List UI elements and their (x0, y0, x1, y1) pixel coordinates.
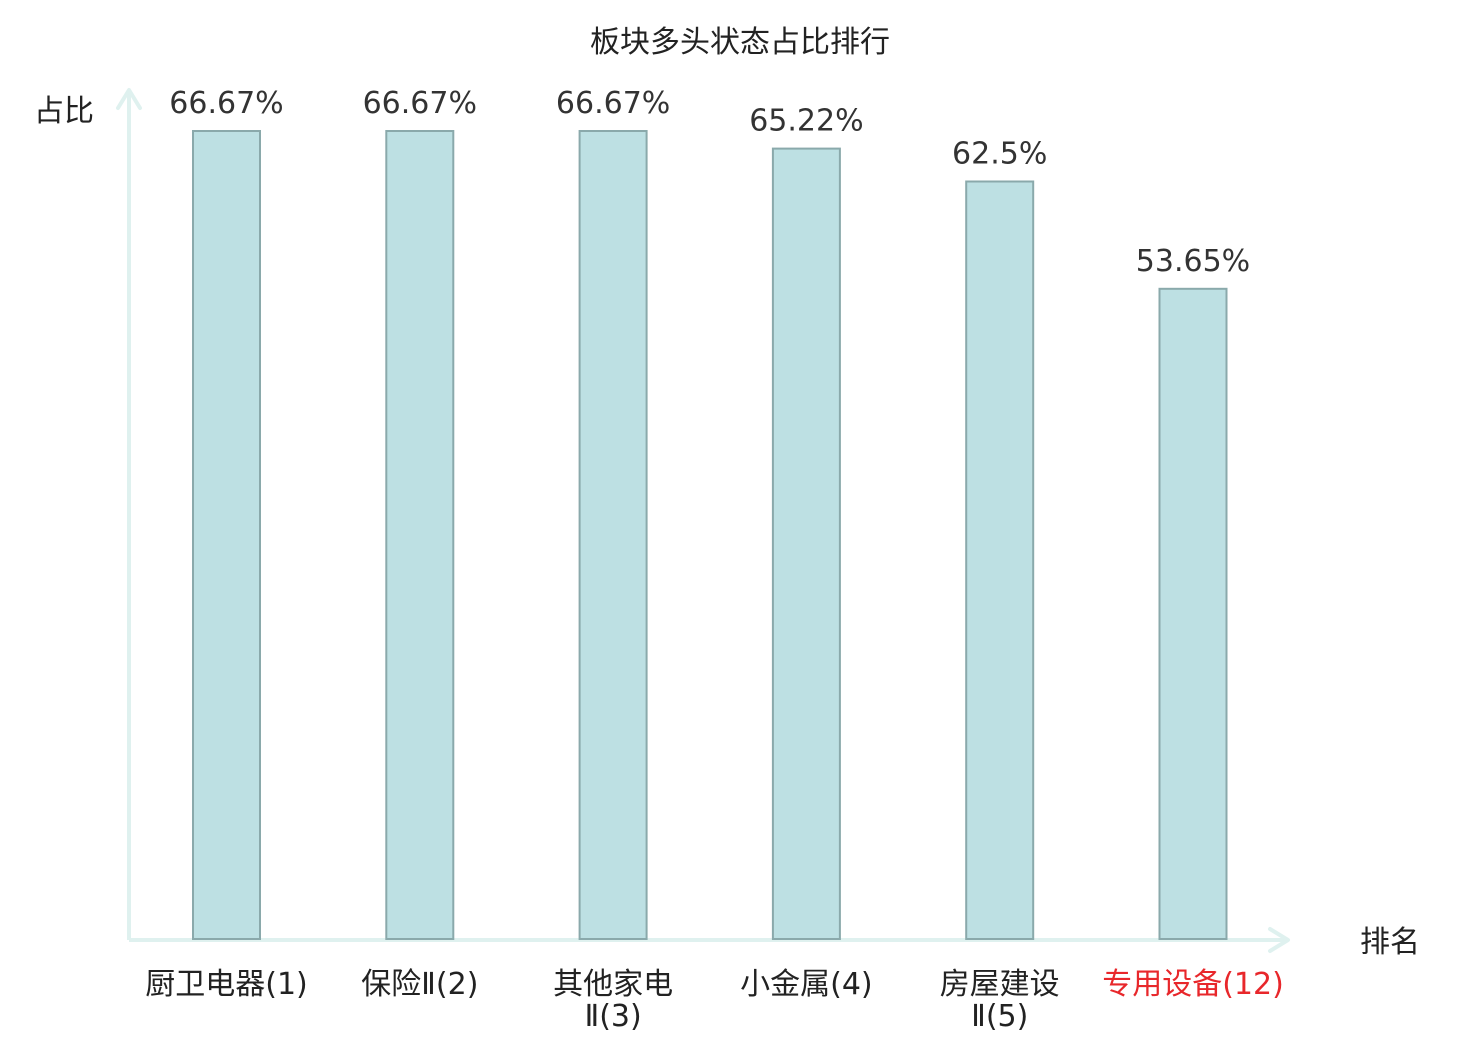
bar-value-label: 66.67% (363, 86, 477, 121)
x-tick-label: 专用设备(12) (1102, 967, 1284, 1002)
bar-value-label: 65.22% (749, 104, 863, 139)
x-tick-label: 小金属(4) (740, 967, 873, 1002)
x-tick-label: 房屋建设 (940, 967, 1060, 1002)
y-axis-arrow-icon (116, 88, 142, 110)
bar (1158, 287, 1228, 940)
bar (192, 130, 261, 940)
x-tick-label: 其他家电 (553, 967, 673, 1002)
bar-value-label: 66.67% (169, 86, 283, 121)
chart-title: 板块多头状态占比排行 (590, 25, 890, 60)
x-axis-arrow-icon (1268, 927, 1290, 953)
y-axis-label: 占比 (34, 94, 94, 129)
x-tick-label: Ⅱ(3) (584, 999, 641, 1034)
x-tick-label: 保险Ⅱ(2) (361, 967, 478, 1002)
bar (965, 180, 1035, 940)
bar-value-label: 53.65% (1136, 244, 1250, 279)
bar-value-label: 62.5% (952, 137, 1047, 172)
bar (578, 130, 648, 940)
x-axis-label: 排名 (1360, 925, 1420, 960)
x-tick-label: 厨卫电器(1) (145, 967, 308, 1002)
bar (385, 130, 455, 940)
value-labels-layer: 66.67% 66.67% 66.67% 65.22% 62.5% 53.65% (169, 86, 1250, 279)
bar (771, 147, 841, 941)
bars-layer (192, 130, 1228, 941)
x-tick-label: Ⅱ(5) (971, 999, 1028, 1034)
bar-value-label: 66.67% (556, 86, 670, 121)
x-axis: 排名 (129, 925, 1420, 960)
y-axis: 占比 (34, 88, 142, 940)
